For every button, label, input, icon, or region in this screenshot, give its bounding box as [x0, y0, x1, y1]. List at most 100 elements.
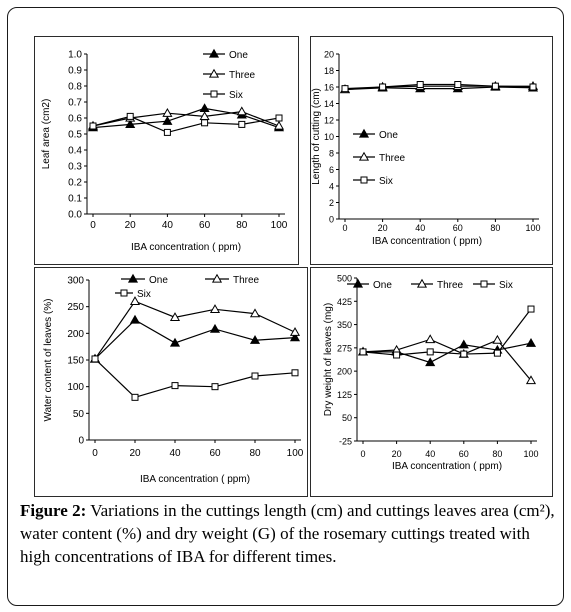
x-tick-label: 20	[392, 449, 402, 459]
y-tick-label: 18	[324, 66, 334, 76]
y-tick-label: 200	[337, 367, 352, 377]
legend-marker	[208, 68, 220, 78]
x-tick-label: 100	[523, 449, 538, 459]
data-point	[393, 351, 401, 359]
y-tick-label: 275	[337, 343, 352, 353]
data-point	[527, 305, 535, 313]
series-six	[89, 112, 283, 136]
data-point	[129, 314, 141, 324]
data-point	[291, 369, 299, 377]
data-point	[169, 337, 181, 347]
data-point	[458, 339, 469, 349]
series-three	[89, 296, 301, 363]
series-line	[363, 342, 532, 364]
legend: One Three Six	[203, 48, 256, 101]
y-tick-label: 2	[329, 198, 334, 208]
data-point	[236, 106, 247, 116]
series-one	[357, 337, 537, 367]
data-point	[379, 83, 387, 91]
series-line	[344, 83, 534, 90]
series-line	[92, 107, 280, 129]
chart-svg: 0.0 0.1 0.2 0.3 0.4 0.5 0.6 0.7 0.8 0.9 1.0 0 20 40 60…	[41, 48, 288, 253]
data-point	[425, 334, 436, 344]
data-point	[416, 81, 424, 89]
data-point	[199, 103, 210, 113]
y-axis-label: Dry weight of leaves (mg)	[323, 303, 334, 416]
y-tick-label: 20	[324, 50, 334, 60]
data-point	[273, 120, 285, 130]
series-line	[94, 319, 296, 360]
x-tick-label: 20	[125, 220, 137, 231]
y-tick-label: 0.2	[68, 178, 82, 189]
y-tick-label: 0.3	[68, 162, 82, 173]
data-point	[275, 114, 283, 122]
y-tick-label: 200	[67, 329, 84, 340]
cutting-length-chart: 0 2 4 6 8 10 12 14 16 18 20 0 20 40 60 80 100 IBA concent…	[310, 36, 553, 265]
figure-caption: Figure 2: Variations in the cuttings len…	[20, 499, 556, 568]
series-line	[92, 115, 280, 134]
series-six	[341, 81, 537, 93]
legend-label: Three	[229, 70, 256, 81]
series-six	[359, 305, 535, 359]
data-point	[209, 304, 221, 313]
data-point	[529, 83, 537, 91]
data-point	[162, 115, 173, 125]
data-point	[162, 107, 173, 117]
data-point	[460, 350, 468, 358]
y-tick-label: 1.0	[68, 50, 82, 61]
data-point	[425, 357, 436, 367]
x-tick-label: 100	[271, 220, 288, 231]
x-tick-label: 40	[425, 449, 435, 459]
legend-label: Three	[233, 275, 260, 286]
legend: One Three Six	[353, 128, 406, 187]
data-point	[238, 120, 246, 128]
legend-label: Three	[379, 153, 406, 164]
data-point	[131, 393, 139, 401]
y-tick-label: 100	[67, 382, 84, 393]
x-tick-label: 0	[342, 223, 347, 233]
y-tick-label: 14	[324, 99, 334, 109]
series-six	[91, 355, 299, 401]
legend-marker	[120, 289, 128, 297]
data-point	[341, 85, 349, 93]
legend-marker	[360, 176, 368, 184]
y-tick-label: 0.7	[68, 98, 82, 109]
legend-marker	[358, 151, 370, 161]
data-point	[201, 119, 209, 127]
chart-svg: 0 50 100 150 200 250 300 0 20 40 60 80 100 IBA concen…	[43, 273, 304, 485]
legend-label: One	[229, 50, 248, 61]
data-point	[209, 323, 221, 333]
legend: One Three Six	[347, 278, 513, 291]
caption-text: Variations in the cuttings length (cm) a…	[20, 501, 555, 566]
y-tick-label: 350	[337, 320, 352, 330]
y-tick-label: 0.6	[68, 114, 82, 125]
data-point	[454, 81, 462, 89]
series-line	[362, 338, 532, 381]
x-tick-label: 20	[378, 223, 388, 233]
series-line	[94, 300, 296, 360]
x-tick-label: 40	[162, 220, 174, 231]
legend-label: One	[379, 130, 398, 141]
x-tick-label: 60	[199, 220, 211, 231]
x-tick-label: 60	[459, 449, 469, 459]
data-point	[91, 355, 99, 363]
data-point	[126, 112, 134, 120]
data-point	[249, 335, 261, 344]
series-one	[89, 314, 301, 363]
data-point	[169, 312, 181, 321]
water-content-chart: 0 50 100 150 200 250 300 0 20 40 60 80 100 IBA concen…	[34, 267, 308, 497]
series-line	[94, 358, 296, 399]
y-axis-label: Length of cutting (cm)	[311, 88, 322, 185]
y-tick-label: 0	[329, 215, 334, 225]
y-tick-label: 8	[329, 149, 334, 159]
y-tick-label: 10	[324, 132, 334, 142]
legend-marker	[211, 273, 223, 283]
x-axis-label: IBA concentration ( ppm)	[372, 236, 482, 247]
data-point	[525, 375, 537, 385]
y-tick-label: 16	[324, 83, 334, 93]
legend-label: One	[149, 275, 168, 286]
y-tick-label: 4	[329, 182, 334, 192]
y-axis-label: Water content of leaves (%)	[43, 298, 54, 421]
data-point	[211, 383, 219, 391]
y-tick-label: 6	[329, 165, 334, 175]
